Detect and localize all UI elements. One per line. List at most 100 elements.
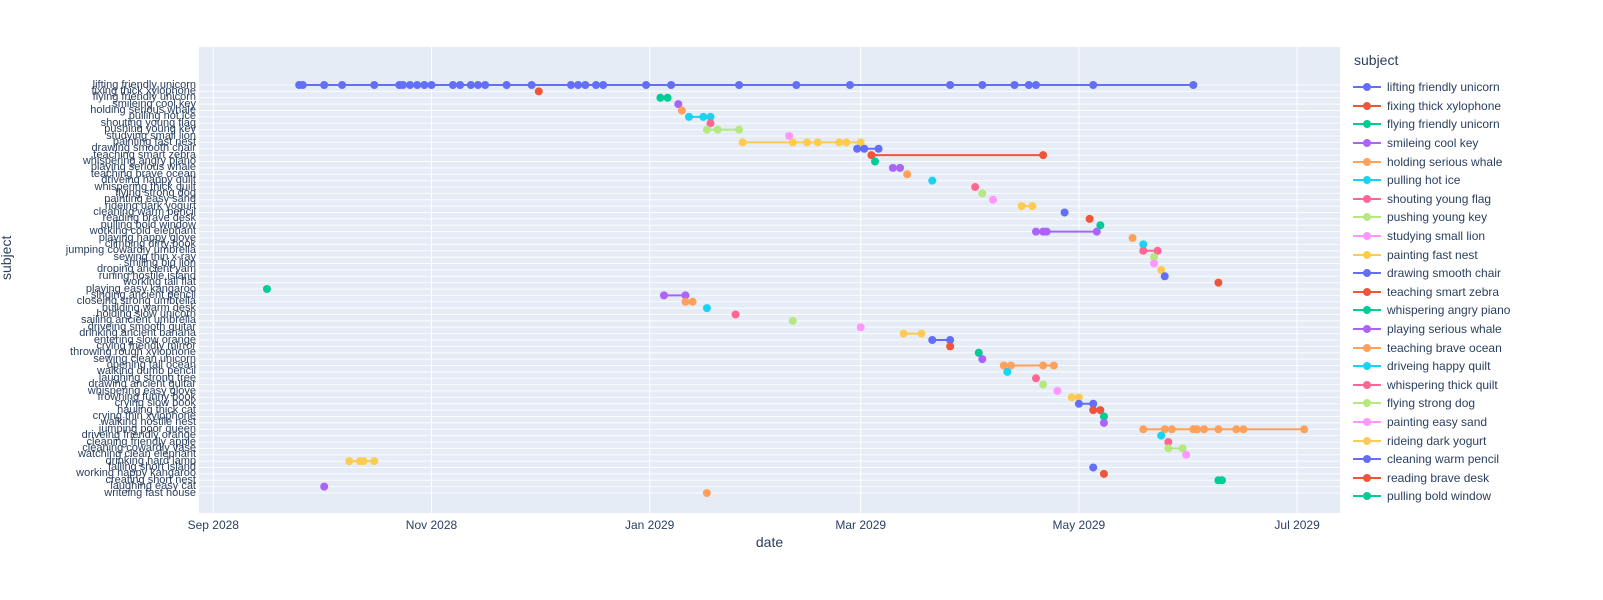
series-marker [738, 138, 747, 147]
series-marker [688, 297, 697, 306]
series-marker [642, 81, 651, 89]
series-marker [1178, 444, 1187, 453]
series-marker [856, 323, 865, 332]
series-marker [1150, 253, 1159, 262]
series-marker [1039, 151, 1048, 160]
series-marker [359, 457, 368, 466]
legend-item-label: smileing cool key [1387, 136, 1479, 151]
series-marker [860, 144, 869, 153]
x-axis-tick: Nov 2028 [405, 518, 458, 532]
legend: subject lifting friendly unicorn fixing t… [1352, 52, 1602, 506]
legend-item[interactable]: pulling bold window [1352, 487, 1602, 506]
series-marker [1031, 374, 1040, 383]
legend-item[interactable]: fixing thick xylophone [1352, 97, 1602, 116]
series-marker [785, 132, 794, 140]
series-marker [1128, 234, 1137, 242]
series-marker [1085, 214, 1094, 223]
series-marker [298, 81, 307, 89]
series-marker [788, 138, 797, 147]
series-marker [928, 176, 937, 185]
legend-item[interactable]: shouting young flag [1352, 190, 1602, 209]
series-marker [566, 81, 575, 89]
series-marker [1089, 81, 1098, 89]
legend-item[interactable]: flying friendly unicorn [1352, 115, 1602, 134]
series-marker [1232, 425, 1241, 434]
series-marker [1042, 227, 1051, 236]
legend-item[interactable]: lifting friendly unicorn [1352, 78, 1602, 97]
x-axis-title: date [755, 534, 784, 550]
legend-swatch-icon [1353, 213, 1381, 222]
series-marker [1139, 240, 1148, 249]
series-marker [788, 316, 797, 325]
series-marker [1031, 81, 1040, 89]
legend-item[interactable]: teaching brave ocean [1352, 338, 1602, 357]
series-marker [534, 87, 543, 96]
series-marker [1099, 412, 1108, 421]
legend-item-label: pushing young key [1387, 210, 1488, 225]
series-marker [1153, 246, 1162, 255]
legend-swatch-icon [1353, 473, 1381, 482]
series-marker [481, 81, 490, 89]
legend-swatch-icon [1353, 362, 1381, 371]
legend-item[interactable]: teaching smart zebra [1352, 283, 1602, 302]
series-marker [667, 81, 676, 89]
series-marker [1074, 399, 1083, 408]
legend-item-label: flying friendly unicorn [1387, 117, 1500, 132]
series-marker [702, 304, 711, 313]
series-marker [1189, 81, 1198, 89]
legend-item-label: whispering angry piano [1387, 303, 1511, 318]
series-marker [1099, 418, 1108, 427]
legend-item[interactable]: drawing smooth chair [1352, 264, 1602, 283]
series-marker [681, 291, 690, 300]
legend-item[interactable]: flying strong dog [1352, 394, 1602, 413]
legend-swatch-icon [1353, 287, 1381, 296]
series-marker [928, 336, 937, 344]
legend-item[interactable]: playing serious whale [1352, 320, 1602, 339]
legend-item[interactable]: studying small lion [1352, 227, 1602, 246]
series-marker [527, 81, 536, 89]
legend-item-label: drawing smooth chair [1387, 266, 1502, 281]
legend-item-label: reading brave desk [1387, 470, 1490, 485]
series-marker [702, 125, 711, 134]
series-marker [1192, 425, 1201, 434]
series-marker [659, 291, 668, 300]
series-marker [813, 138, 822, 147]
legend-swatch-icon [1353, 436, 1381, 445]
legend-item[interactable]: painting fast nest [1352, 245, 1602, 264]
series-marker [1039, 361, 1048, 370]
series-marker [917, 329, 926, 338]
series-marker [1074, 393, 1083, 402]
series-marker [1089, 406, 1098, 415]
series-marker [946, 81, 955, 89]
series-marker [262, 285, 271, 293]
legend-item[interactable]: pushing young key [1352, 208, 1602, 227]
series-marker [502, 81, 511, 89]
legend-item[interactable]: cleaning warm pencil [1352, 450, 1602, 469]
legend-item[interactable]: smileing cool key [1352, 134, 1602, 153]
series-marker [448, 81, 457, 89]
series-marker [874, 144, 883, 153]
legend-item[interactable]: whispering thick quilt [1352, 376, 1602, 395]
series-marker [427, 81, 436, 89]
legend-item-label: pulling hot ice [1387, 173, 1461, 188]
legend-item[interactable]: painting easy sand [1352, 413, 1602, 432]
legend-item-label: holding serious whale [1387, 154, 1503, 169]
legend-item[interactable]: driveing happy quilt [1352, 357, 1602, 376]
series-marker [685, 112, 694, 121]
legend-item[interactable]: holding serious whale [1352, 152, 1602, 171]
series-marker [413, 81, 422, 89]
legend-item[interactable]: pulling hot ice [1352, 171, 1602, 190]
legend-swatch-icon [1353, 83, 1381, 92]
legend-item[interactable]: whispering angry piano [1352, 301, 1602, 320]
series-marker [1160, 425, 1169, 434]
series-marker [1006, 361, 1015, 370]
legend-item[interactable]: rideing dark yogurt [1352, 431, 1602, 450]
x-axis-tick: Jan 2029 [624, 518, 675, 532]
legend-item[interactable]: reading brave desk [1352, 468, 1602, 487]
series-marker [1160, 272, 1169, 281]
legend-item-label: playing serious whale [1387, 322, 1502, 337]
series-marker [581, 81, 590, 89]
series-marker [899, 329, 908, 338]
legend-item-label: rideing dark yogurt [1387, 433, 1487, 448]
